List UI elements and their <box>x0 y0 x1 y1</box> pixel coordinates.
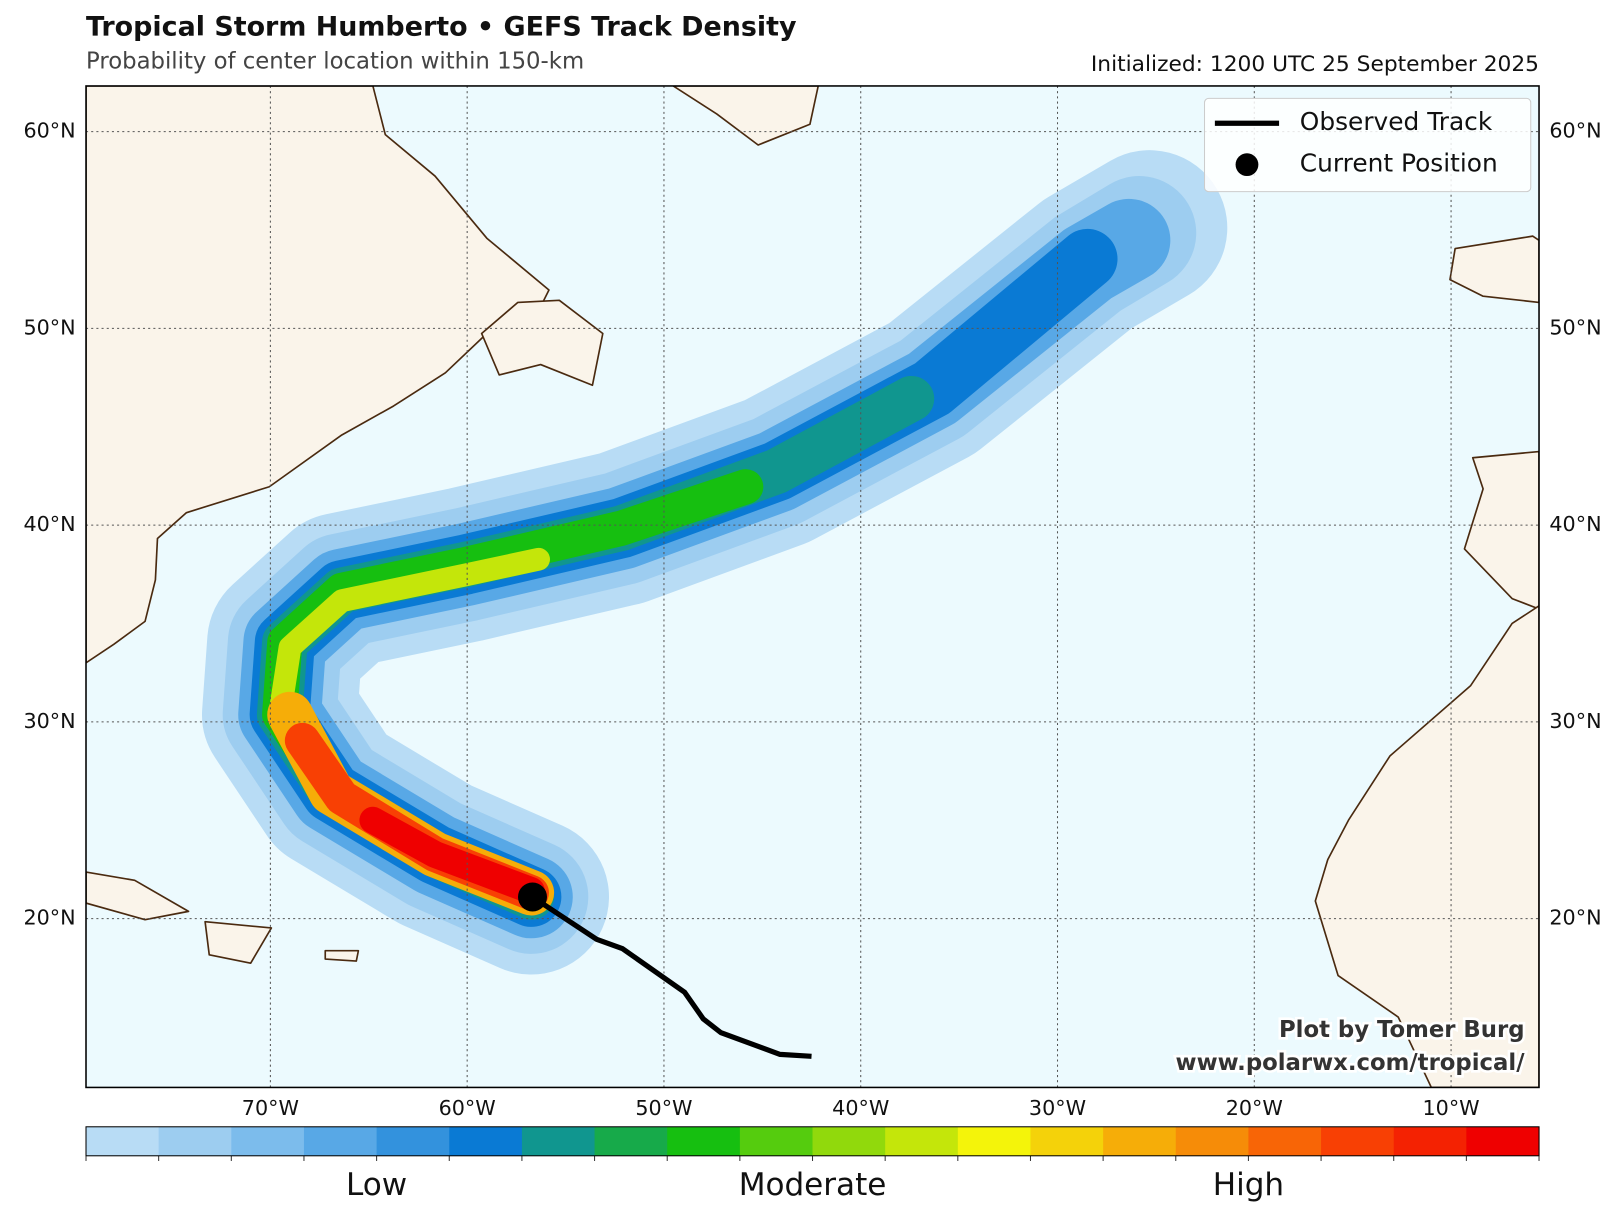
track-layer <box>518 882 812 1059</box>
y-tick-label: 40°N <box>1549 512 1601 536</box>
colorbar-swatch <box>86 1126 160 1156</box>
legend-label: Current Position <box>1300 149 1498 178</box>
y-tick-label: 20°N <box>23 906 75 930</box>
land <box>204 920 273 964</box>
colorbar-swatch <box>231 1126 305 1156</box>
colorbar-label: Low <box>346 1167 407 1203</box>
colorbar-swatch <box>1175 1126 1249 1156</box>
y-tick-label: 30°N <box>1549 709 1601 733</box>
colorbar-swatch <box>449 1126 523 1156</box>
land <box>480 299 604 387</box>
colorbar: Low Moderate High <box>85 1126 1540 1203</box>
colorbar-label: Moderate <box>739 1167 887 1203</box>
map-area <box>86 85 1540 1088</box>
y-tick-label: 50°N <box>1549 315 1601 339</box>
land <box>324 949 360 962</box>
colorbar-swatch <box>885 1126 959 1156</box>
colorbar-swatch <box>1030 1126 1104 1156</box>
colorbar-frame <box>85 1126 1540 1157</box>
colorbar-swatch <box>1321 1126 1395 1156</box>
x-tick-label: 50°W <box>635 1096 692 1120</box>
coastlines <box>86 85 1540 1088</box>
x-tick-label: 30°W <box>1029 1096 1086 1120</box>
colorbar-swatch <box>739 1126 814 1156</box>
observed-track <box>531 894 812 1059</box>
colorbar-swatch <box>1466 1126 1540 1156</box>
chart-subtitle: Probability of center location within 15… <box>86 49 584 75</box>
legend: Observed Track Current Position <box>1203 97 1532 193</box>
x-tick-label: 70°W <box>242 1096 299 1120</box>
y-tick-label: 60°N <box>23 119 75 143</box>
x-tick-label: 10°W <box>1422 1096 1479 1120</box>
colorbar-swatch <box>957 1126 1031 1156</box>
legend-label: Observed Track <box>1300 107 1493 136</box>
grid <box>86 85 1540 1088</box>
colorbar-swatch <box>303 1126 378 1156</box>
colorbar-swatch <box>1248 1126 1322 1156</box>
colorbar-swatch <box>594 1126 668 1156</box>
y-tick-label: 30°N <box>23 709 75 733</box>
density-field <box>201 150 1228 975</box>
credit-text: Plot by Tomer Burg <box>1279 1017 1525 1043</box>
land <box>672 85 820 146</box>
y-tick-label: 60°N <box>1549 119 1601 143</box>
colorbar-swatch <box>376 1126 450 1156</box>
credit-text: www.polarwx.com/tropical/ <box>1176 1050 1526 1076</box>
land <box>1314 605 1540 1088</box>
colorbar-swatch <box>1393 1126 1467 1156</box>
chart-title: Tropical Storm Humberto • GEFS Track Den… <box>86 11 797 42</box>
colorbar-swatch <box>521 1126 596 1156</box>
colorbar-swatch <box>1103 1126 1177 1156</box>
map-frame <box>85 85 1540 1089</box>
y-tick-label: 50°N <box>23 315 75 339</box>
colorbar-swatch <box>667 1126 741 1156</box>
land <box>1449 235 1540 304</box>
colorbar-swatch <box>158 1126 232 1156</box>
credits: Plot by Tomer Burg www.polarwx.com/tropi… <box>1173 1014 1528 1078</box>
density-band <box>359 806 545 905</box>
colorbar-label: High <box>1213 1167 1284 1203</box>
y-tick-label: 20°N <box>1549 906 1601 930</box>
x-tick-label: 40°W <box>832 1096 889 1120</box>
x-tick-label: 20°W <box>1226 1096 1283 1120</box>
land <box>1463 450 1540 610</box>
colorbar-swatch <box>812 1126 886 1156</box>
x-tick-label: 60°W <box>439 1096 496 1120</box>
legend-marker <box>1235 153 1259 177</box>
legend-box <box>1203 97 1532 193</box>
land <box>86 85 550 664</box>
land <box>86 871 190 921</box>
init-time: Initialized: 1200 UTC 25 September 2025 <box>1091 52 1539 77</box>
y-tick-label: 40°N <box>23 512 75 536</box>
current-position <box>518 882 547 912</box>
